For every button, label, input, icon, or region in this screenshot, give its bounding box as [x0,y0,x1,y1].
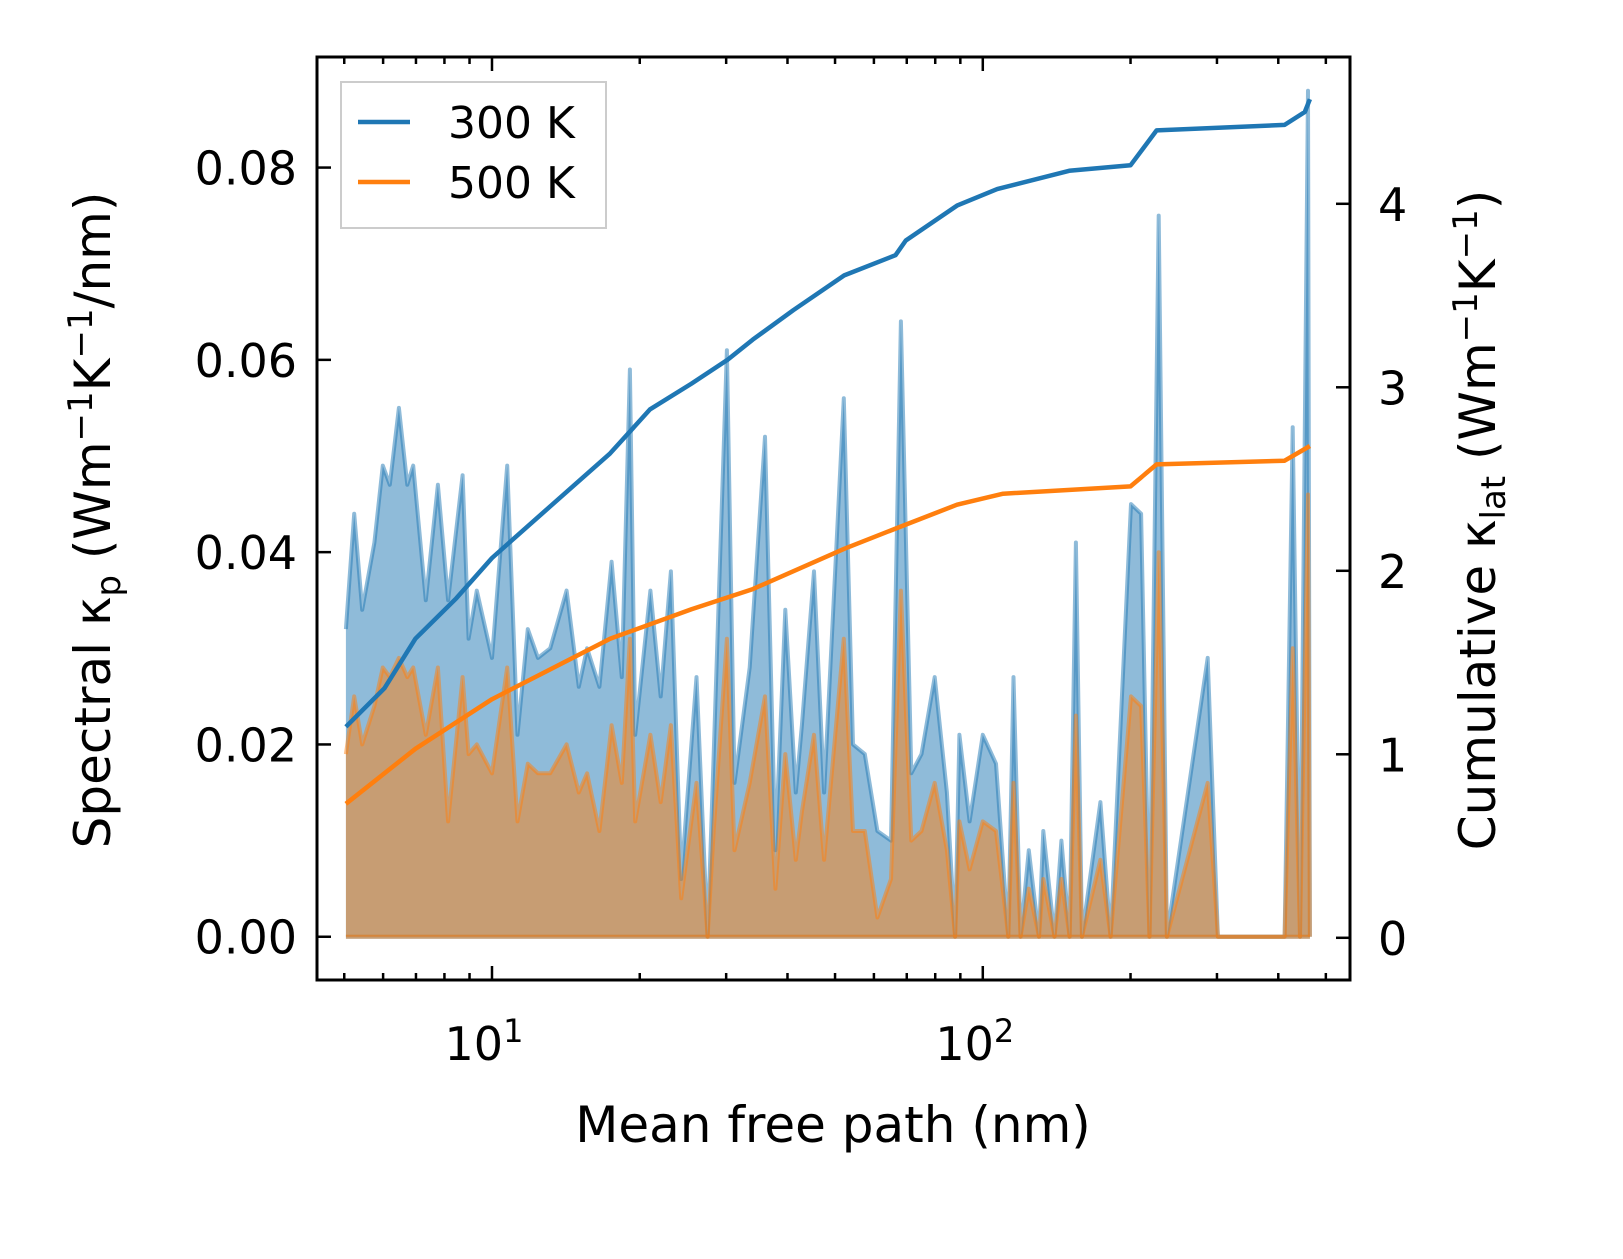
legend: 300 K 500 K [340,81,607,229]
y-tick-label: 0.00 [195,911,297,965]
spectral-300k-fill [345,90,1310,937]
y2-tick-label: 1 [1378,728,1407,782]
legend-box [340,81,607,229]
cumulative-300k-line [344,98,1312,729]
y2-tick-label: 2 [1378,545,1407,599]
x-axis-label: Mean free path (nm) [575,1096,1091,1154]
x-tick-label: 101 [445,1012,524,1071]
plot-area: 101 102 0.00 0.02 0.04 0.06 0.08 0 1 2 3 4 300 K 500 … [195,55,1407,1071]
legend-label: 500 K [448,158,576,209]
legend-label: 300 K [448,98,576,149]
y-tick-label: 0.04 [195,526,297,580]
spectral-500k-fill [345,494,1310,937]
y-tick-label: 0.08 [195,142,297,196]
plot-frame [315,55,1352,982]
y-tick-label: 0.06 [195,334,297,388]
y-axis-label: Spectral κp (Wm−1K−1/nm) [61,192,129,849]
y2-tick-label: 4 [1378,178,1407,232]
y-tick-label: 0.02 [195,718,297,772]
cumulative-500k-line [344,444,1312,806]
y2-axis-label: Cumulative κlat (Wm−1K−1) [1446,190,1514,850]
y2-tick-label: 3 [1378,361,1407,415]
y2-tick-label: 0 [1378,912,1407,966]
spectral-500k-line [343,492,1312,939]
x-tick-label: 102 [935,1012,1014,1071]
